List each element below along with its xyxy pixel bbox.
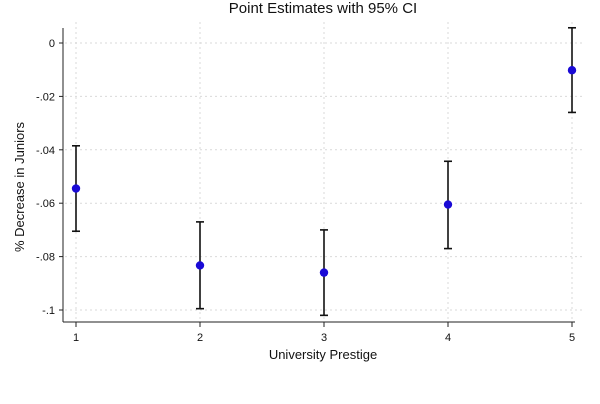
y-axis-label: % Decrease in Juniors xyxy=(12,121,27,252)
y-tick-label: -.1 xyxy=(42,305,55,317)
x-tick-label: 5 xyxy=(569,332,575,344)
y-tick-label: -.06 xyxy=(36,198,55,210)
grid xyxy=(65,22,583,320)
point-estimate xyxy=(319,268,329,277)
y-tick-label: 0 xyxy=(49,38,55,50)
data-marks xyxy=(71,26,577,317)
x-tick-label: 3 xyxy=(321,332,327,344)
y-tick-label: -.08 xyxy=(36,252,55,264)
x-tick-label: 4 xyxy=(445,332,451,344)
point-estimate xyxy=(71,184,81,193)
x-axis-label: University Prestige xyxy=(269,347,377,362)
x-tick-label: 1 xyxy=(73,332,79,344)
y-tick-label: -.02 xyxy=(36,91,55,103)
point-estimate xyxy=(443,200,453,209)
point-estimate xyxy=(195,261,205,270)
point-estimate xyxy=(567,66,577,75)
axes: 0 -.02 -.04 -.06 -.08 -.1 1 2 3 4 5 xyxy=(36,28,575,344)
chart-title: Point Estimates with 95% CI xyxy=(229,0,417,17)
y-tick-label: -.04 xyxy=(36,145,55,157)
x-tick-label: 2 xyxy=(197,332,203,344)
